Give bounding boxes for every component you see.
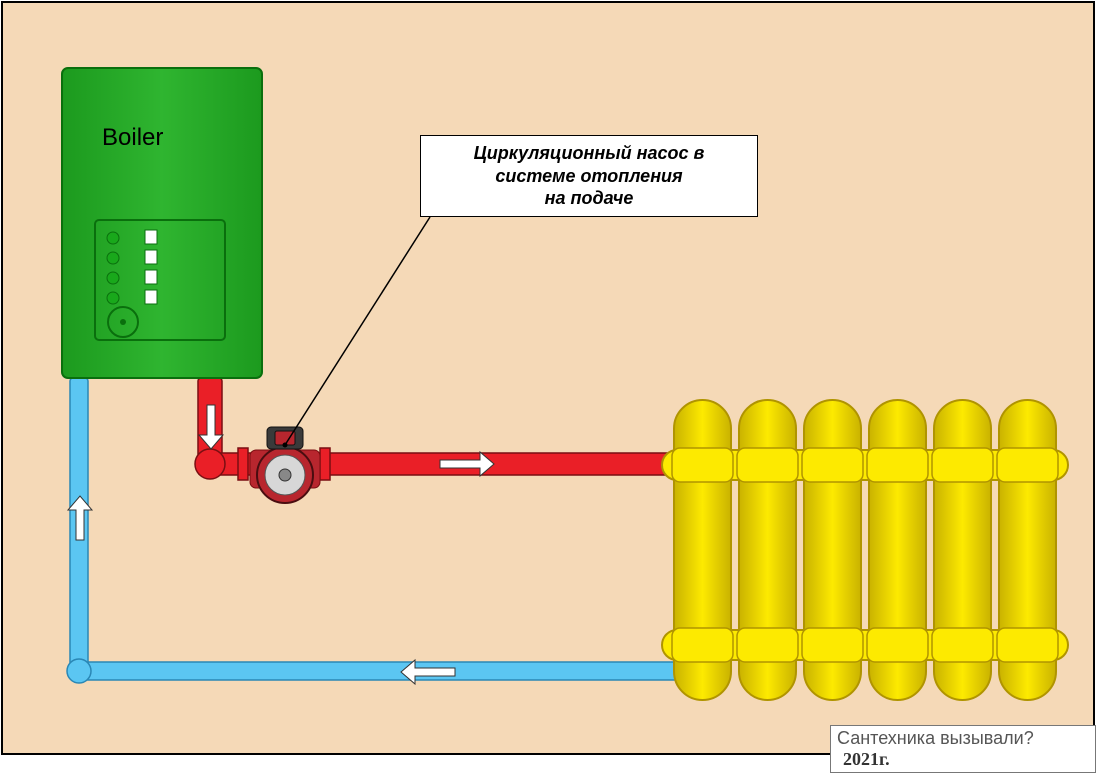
boiler-button [145, 250, 157, 264]
boiler-led [107, 292, 119, 304]
boiler-led [107, 232, 119, 244]
boiler-button [145, 230, 157, 244]
pipe [70, 662, 678, 680]
boiler-led [107, 252, 119, 264]
boiler-label: Boiler [102, 124, 163, 152]
credit-box: Сантехника вызывали? 2021г. [830, 725, 1096, 773]
pump-callout: Циркуляционный насос в системе отопления… [420, 135, 758, 217]
credit-text: Сантехника вызывали? [837, 728, 1034, 748]
boiler-button [145, 270, 157, 284]
callout-line2: системе отопления [439, 165, 739, 188]
callout-pointer-dot [283, 443, 288, 448]
boiler [62, 68, 262, 378]
boiler-led [107, 272, 119, 284]
pipe-elbow [67, 659, 91, 683]
callout-line1: Циркуляционный насос в [439, 142, 739, 165]
credit-year: 2021г. [843, 749, 890, 769]
boiler-button [145, 290, 157, 304]
callout-line3: на подаче [439, 187, 739, 210]
pipe-flange [238, 448, 248, 480]
pipe-elbow [195, 449, 225, 479]
pipe-flange [320, 448, 330, 480]
diagram-canvas [0, 0, 1096, 756]
